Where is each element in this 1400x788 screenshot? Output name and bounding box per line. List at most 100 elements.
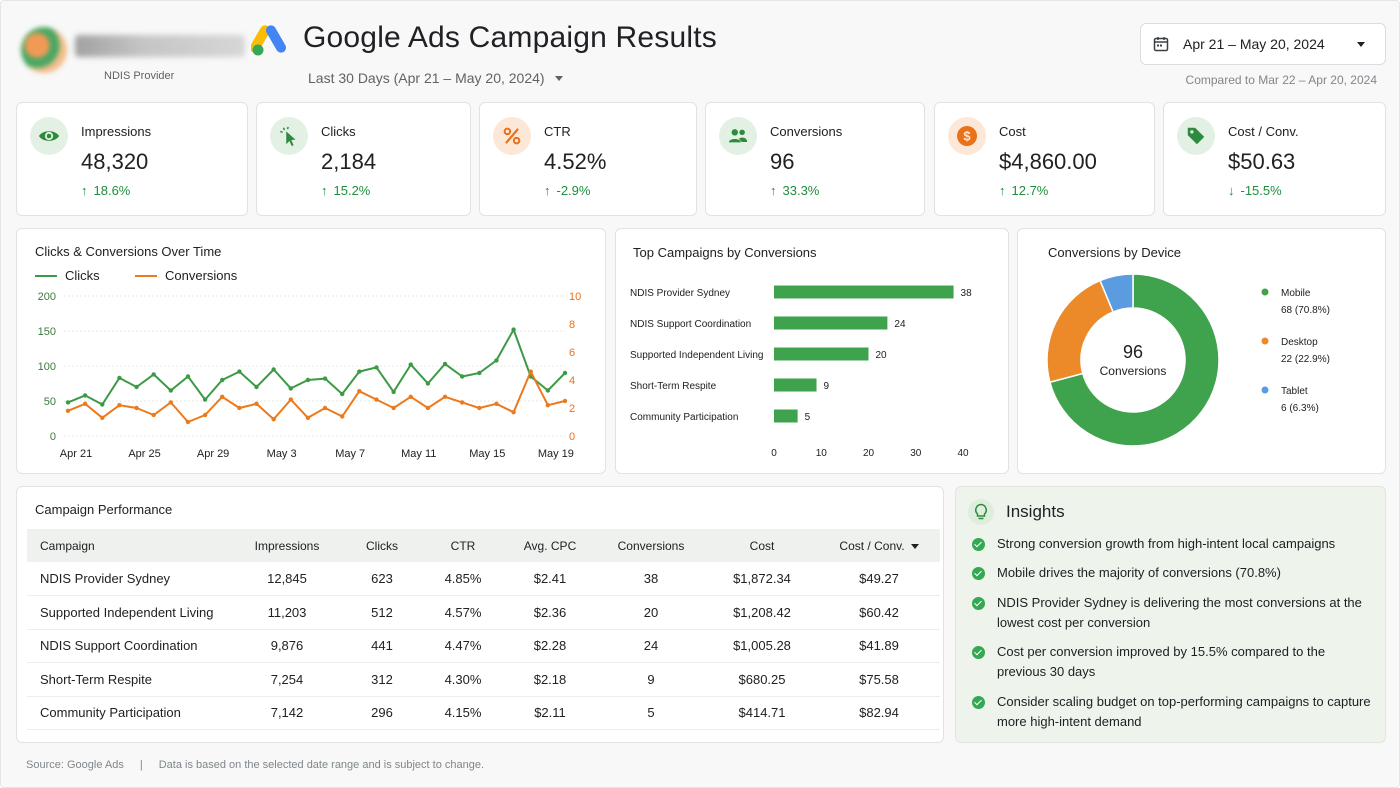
- y-right-tick-label: 2: [569, 403, 575, 415]
- data-point-conversions: [408, 394, 413, 399]
- bar-category-label: NDIS Support Coordination: [630, 319, 751, 330]
- table-cell: 4.47%: [422, 629, 504, 663]
- col-header-impressions[interactable]: Impressions: [232, 529, 342, 562]
- data-point-clicks: [545, 388, 551, 393]
- kpi-change-value: -2.9%: [556, 183, 591, 198]
- data-point-conversions: [357, 389, 362, 394]
- period-label: Last 30 Days (Apr 21 – May 20, 2024): [308, 70, 545, 86]
- brand-logo-area: NDIS Provider: [19, 23, 245, 85]
- kpi-label: Cost / Conv.: [1228, 124, 1299, 139]
- arrow-down-icon: ↓: [1228, 183, 1235, 198]
- table-cell: $2.11: [504, 696, 596, 730]
- bar-value-label: 38: [961, 288, 973, 299]
- x-tick-label: May 11: [401, 448, 436, 460]
- table-cell: 441: [342, 629, 422, 663]
- table-row[interactable]: Supported Independent Living 11,203 512 4.5…: [27, 595, 940, 630]
- col-header-cost[interactable]: Cost: [706, 529, 818, 562]
- bar: [774, 347, 869, 361]
- data-point-clicks: [151, 372, 156, 377]
- period-selector[interactable]: Last 30 Days (Apr 21 – May 20, 2024): [308, 70, 563, 86]
- table-row[interactable]: Community Participation 7,142 296 4.15% $2.1…: [27, 696, 940, 730]
- data-point-clicks: [100, 402, 105, 407]
- x-tick-label: 40: [957, 448, 969, 459]
- legend-label: Tablet: [1281, 386, 1308, 397]
- campaign-name-cell: Community Participation: [27, 696, 232, 730]
- data-point-clicks: [305, 377, 311, 383]
- bar: [774, 316, 888, 330]
- table-title: Campaign Performance: [35, 502, 173, 517]
- data-point-conversions: [477, 405, 482, 411]
- percent-icon: [503, 127, 521, 145]
- y-left-tick-label: 50: [44, 396, 56, 408]
- kpi-label: Clicks: [321, 124, 356, 139]
- check-circle-icon: [972, 597, 985, 610]
- table-row[interactable]: Short-Term Respite 7,254 312 4.30% $2.18 9 $68…: [27, 662, 940, 697]
- x-tick-label: 10: [816, 448, 828, 459]
- table-cell: 312: [342, 662, 422, 697]
- data-point-conversions: [151, 412, 156, 418]
- table-cell: $1,208.42: [706, 595, 818, 630]
- col-header-ctr[interactable]: CTR: [422, 529, 504, 562]
- legend-value: 22 (22.9%): [1281, 354, 1330, 365]
- col-header-clicks[interactable]: Clicks: [342, 529, 422, 562]
- table-cell: 20: [596, 595, 706, 630]
- check-circle-icon: [972, 696, 985, 709]
- campaign-name-cell: Short-Term Respite: [27, 662, 232, 697]
- bar-value-label: 5: [805, 412, 811, 423]
- chevron-down-icon: [554, 75, 563, 81]
- data-point-conversions: [322, 405, 328, 411]
- insight-item: Mobile drives the majority of conversion…: [972, 563, 1372, 583]
- col-header-cost-per-conv[interactable]: Cost / Conv.: [818, 529, 940, 562]
- table-cell: 623: [342, 562, 422, 596]
- arrow-up-icon: ↑: [999, 183, 1006, 198]
- legend-label: Conversions: [165, 268, 238, 283]
- data-point-conversions: [100, 415, 105, 420]
- check-circle-icon: [972, 646, 985, 659]
- legend-dot: [1261, 288, 1269, 296]
- data-point-clicks: [220, 377, 225, 383]
- legend-label: Mobile: [1281, 288, 1311, 299]
- kpi-card-clicks: Clicks 2,184 ↑ 15.2%: [256, 102, 471, 216]
- campaign-name-cell: NDIS Provider Sydney: [27, 562, 232, 596]
- data-point-conversions: [545, 403, 551, 408]
- bar-category-label: Community Participation: [630, 412, 738, 423]
- line-chart-panel: Clicks & Conversions Over Time Clicks Con…: [16, 228, 606, 474]
- data-point-clicks: [391, 389, 396, 395]
- kpi-change: ↓ -15.5%: [1228, 183, 1282, 198]
- data-point-conversions: [220, 394, 225, 399]
- table-row[interactable]: NDIS Support Coordination 9,876 441 4.47% $2…: [27, 629, 940, 663]
- donut-slice-tablet: [1099, 273, 1134, 313]
- insight-item: Strong conversion growth from high-inten…: [972, 534, 1372, 554]
- campaign-name-cell: NDIS Support Coordination: [27, 629, 232, 663]
- table-cell: $2.36: [504, 595, 596, 630]
- bar: [774, 285, 954, 299]
- data-point-clicks: [168, 388, 174, 393]
- y-right-tick-label: 4: [569, 375, 575, 387]
- arrow-up-icon: ↑: [544, 183, 551, 198]
- insight-item: Cost per conversion improved by 15.5% co…: [972, 642, 1372, 682]
- col-header-conversions[interactable]: Conversions: [596, 529, 706, 562]
- table-cell: 4.30%: [422, 662, 504, 697]
- kpi-card-impressions: Impressions 48,320 ↑ 18.6%: [16, 102, 248, 216]
- insights-header: Insights: [968, 499, 1065, 525]
- kpi-label: Conversions: [770, 124, 843, 139]
- col-header-campaign[interactable]: Campaign: [27, 529, 232, 562]
- data-point-conversions: [202, 412, 208, 418]
- kpi-change-value: -15.5%: [1240, 183, 1282, 198]
- line-chart-title: Clicks & Conversions Over Time: [35, 244, 222, 259]
- kpi-icon-wrap: [719, 117, 757, 155]
- data-point-conversions: [305, 415, 311, 420]
- table-cell: 24: [596, 629, 706, 663]
- col-header-avg-cpc[interactable]: Avg. CPC: [504, 529, 596, 562]
- users-icon: [728, 129, 748, 143]
- date-range-picker[interactable]: Apr 21 – May 20, 2024: [1140, 23, 1386, 65]
- y-left-tick-label: 0: [50, 431, 56, 443]
- table-cell: $1,005.28: [706, 629, 818, 663]
- table-row[interactable]: NDIS Provider Sydney 12,845 623 4.85% $2.41 3…: [27, 562, 940, 596]
- kpi-icon-wrap: [493, 117, 531, 155]
- kpi-change: ↑ 15.2%: [321, 183, 370, 198]
- data-point-conversions: [511, 410, 516, 415]
- calendar-icon: [1153, 37, 1169, 52]
- kpi-label: Cost: [999, 124, 1026, 139]
